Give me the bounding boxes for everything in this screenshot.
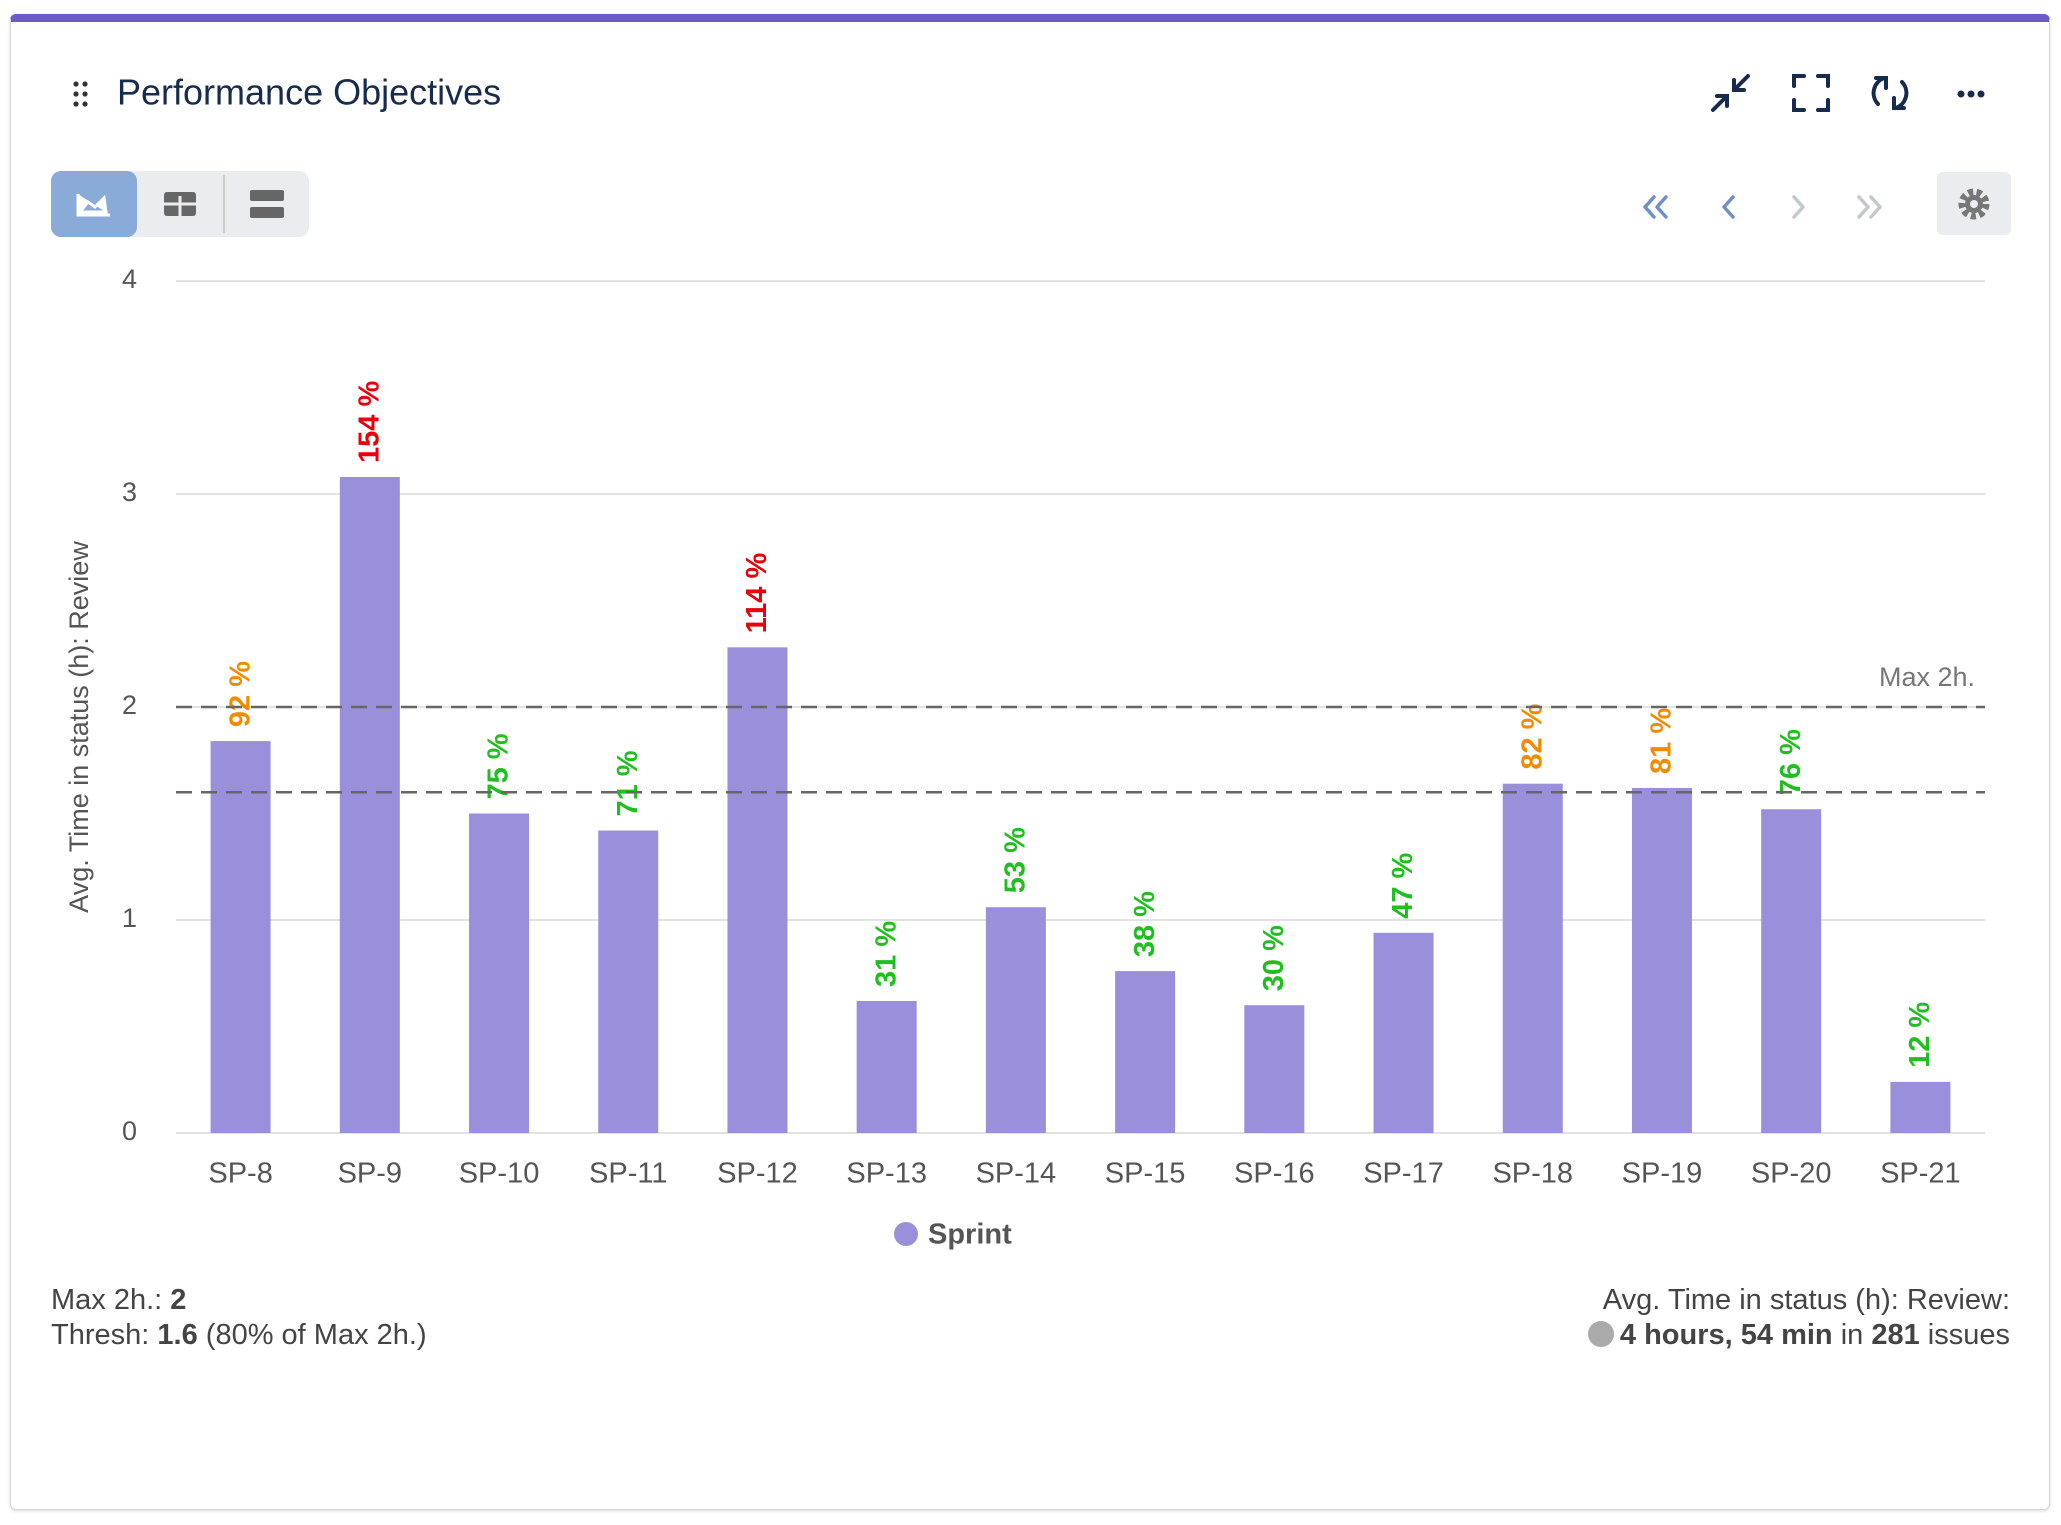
- bar: [856, 1000, 917, 1133]
- summary-count: 281: [1871, 1319, 1920, 1351]
- bar: [1373, 932, 1434, 1133]
- bar: [598, 830, 659, 1133]
- next-page-button[interactable]: [1792, 195, 1805, 219]
- data-label: 71 %: [612, 750, 644, 816]
- y-tick-label: 0: [122, 1116, 137, 1146]
- x-tick-label: SP-9: [338, 1158, 402, 1190]
- max-info: Max 2h.: 2: [51, 1284, 186, 1317]
- y-tick-label: 1: [122, 903, 137, 933]
- fullscreen-button[interactable]: [1792, 74, 1830, 112]
- bar: [985, 907, 1046, 1133]
- x-tick-label: SP-13: [846, 1158, 927, 1190]
- chart-view-button[interactable]: [51, 171, 137, 237]
- refresh-button[interactable]: [1871, 76, 1909, 110]
- bar: [1244, 1005, 1305, 1133]
- max-value: 2: [170, 1284, 187, 1316]
- x-tick-label: SP-8: [208, 1158, 272, 1190]
- bar: [210, 741, 271, 1133]
- bar: [339, 476, 400, 1134]
- data-label: 81 %: [1646, 708, 1678, 774]
- data-label: 53 %: [1000, 827, 1032, 893]
- x-tick-label: SP-11: [589, 1158, 667, 1190]
- x-tick-label: SP-17: [1363, 1158, 1444, 1190]
- x-tick-label: SP-19: [1622, 1158, 1703, 1190]
- data-label: 82 %: [1516, 703, 1548, 769]
- data-label: 92 %: [224, 661, 256, 727]
- reference-label: Max 2h.: [1879, 662, 1975, 692]
- data-label: 154 %: [353, 381, 385, 463]
- y-axis-title: Avg. Time in status (h): Review: [64, 541, 94, 913]
- x-tick-label: SP-20: [1751, 1158, 1832, 1190]
- legend-marker: [894, 1222, 918, 1246]
- data-label: 76 %: [1775, 729, 1807, 795]
- data-label: 12 %: [1904, 1002, 1936, 1068]
- drag-handle[interactable]: [73, 81, 88, 107]
- bar: [1502, 783, 1563, 1133]
- x-tick-label: SP-21: [1880, 1158, 1961, 1190]
- thresh-info: Thresh: 1.6 (80% of Max 2h.): [51, 1319, 427, 1352]
- bar: [1761, 809, 1822, 1133]
- settings-button[interactable]: [1937, 172, 2011, 235]
- x-tick-label: SP-12: [717, 1158, 798, 1190]
- max-label: Max 2h.:: [51, 1284, 163, 1316]
- thresh-note: (80% of Max 2h.): [205, 1319, 427, 1351]
- thresh-label: Thresh:: [51, 1319, 150, 1351]
- data-label: 47 %: [1387, 852, 1419, 918]
- y-tick-label: 2: [122, 690, 137, 720]
- x-tick-label: SP-16: [1234, 1158, 1315, 1190]
- card: [10, 14, 2050, 1510]
- y-tick-label: 4: [122, 264, 137, 294]
- x-tick-label: SP-10: [459, 1158, 540, 1190]
- list-view-button[interactable]: [250, 190, 284, 218]
- x-tick-label: SP-18: [1492, 1158, 1573, 1190]
- last-page-button[interactable]: [1857, 195, 1882, 219]
- summary-time: 4 hours, 54 min: [1619, 1319, 1833, 1351]
- y-tick-label: 3: [122, 477, 137, 507]
- legend-label: Sprint: [928, 1219, 1012, 1251]
- previous-page-button[interactable]: [1722, 195, 1735, 219]
- bar: [469, 813, 530, 1133]
- x-tick-label: SP-15: [1105, 1158, 1186, 1190]
- data-label: 38 %: [1129, 891, 1161, 957]
- summary: 4 hours, 54 min in 281 issues: [1587, 1319, 2010, 1352]
- data-label: 31 %: [870, 921, 902, 987]
- summary-unit: issues: [1927, 1319, 2010, 1351]
- data-label: 30 %: [1258, 925, 1290, 991]
- summary-in: in: [1840, 1319, 1864, 1351]
- thresh-value: 1.6: [157, 1319, 198, 1351]
- summary-label: Avg. Time in status (h): Review:: [1602, 1284, 2010, 1316]
- widget-title: Performance Objectives: [117, 72, 501, 113]
- info-icon: [1587, 1321, 1614, 1347]
- data-label: 114 %: [741, 553, 773, 634]
- first-page-button[interactable]: [1643, 195, 1668, 219]
- collapse-button[interactable]: [1711, 74, 1750, 112]
- more-button[interactable]: [1957, 90, 1985, 98]
- bar: [727, 647, 788, 1133]
- table-view-button[interactable]: [164, 192, 196, 216]
- view-toggle: [51, 171, 309, 237]
- bar: [1115, 971, 1176, 1133]
- bar: [1890, 1081, 1951, 1133]
- bar: [1631, 787, 1692, 1133]
- data-label: 75 %: [483, 733, 515, 799]
- x-tick-label: SP-14: [976, 1158, 1057, 1190]
